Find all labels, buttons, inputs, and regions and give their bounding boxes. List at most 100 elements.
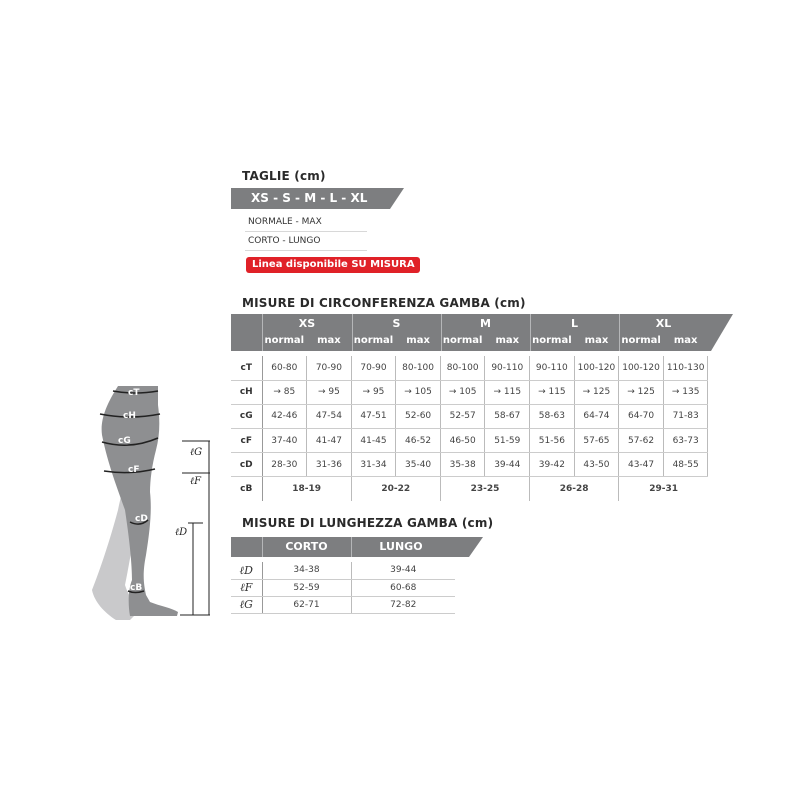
cell: 31-34 — [351, 452, 397, 478]
cell: 110-130 — [663, 356, 709, 381]
cell: → 115 — [484, 380, 531, 405]
row-label: ℓD — [231, 562, 263, 580]
cell: → 115 — [529, 380, 575, 405]
cell: 35-40 — [395, 452, 441, 478]
cell: 100-120 — [574, 356, 620, 381]
cell: 46-50 — [440, 428, 486, 454]
cell: 58-63 — [529, 404, 575, 430]
cell: 37-40 — [262, 428, 308, 454]
cell: → 135 — [663, 380, 709, 405]
col-lungo: LUNGO — [379, 540, 423, 553]
subcol-normal: normal — [532, 335, 572, 346]
cell: 47-51 — [351, 404, 397, 430]
row-label: cD — [231, 452, 263, 478]
cell: 62-71 — [262, 596, 352, 614]
cell: 80-100 — [395, 356, 441, 381]
custom-size-badge: Linea disponibile SU MISURA — [246, 257, 420, 273]
cell: 39-42 — [529, 452, 575, 478]
cell: 39-44 — [351, 562, 455, 580]
cell: 70-90 — [351, 356, 397, 381]
subcol-normal: normal — [353, 335, 394, 346]
cell: 41-45 — [351, 428, 397, 454]
cell: 23-25 — [440, 476, 531, 502]
sizes-banner: XS - S - M - L - XL — [231, 188, 404, 209]
length-table: ℓD 34-38 39-44 ℓF 52-59 60-68 ℓG 62-71 72-82 — [231, 562, 455, 614]
cell: → 95 — [306, 380, 352, 405]
circumference-table: cT 60-80 70-90 70-90 80-100 80-100 90-110 90-11… — [231, 356, 709, 502]
size-m: M — [480, 317, 491, 330]
cell: 46-52 — [395, 428, 441, 454]
table-row: ℓF 52-59 60-68 — [231, 579, 455, 597]
cell: 63-73 — [663, 428, 709, 454]
cell: → 105 — [395, 380, 441, 405]
subcol-max: max — [584, 335, 609, 346]
cell: 20-22 — [351, 476, 441, 502]
table-row: ℓG 62-71 72-82 — [231, 596, 455, 614]
cell: 39-44 — [484, 452, 531, 478]
row-label: cF — [231, 428, 263, 454]
cell: 60-80 — [262, 356, 308, 381]
subcol-max: max — [495, 335, 520, 346]
cell: → 105 — [440, 380, 486, 405]
label-lD: ℓD — [175, 527, 187, 538]
table-row: cD 28-30 31-36 31-34 35-40 35-38 39-44 39-42 43-… — [231, 452, 709, 478]
circumference-header: XS S M L XL normal max normal max normal max n… — [231, 314, 733, 351]
cell: 70-90 — [306, 356, 352, 381]
label-cH: cH — [123, 411, 136, 421]
cell: → 125 — [574, 380, 620, 405]
subcol-normal: normal — [442, 335, 483, 346]
cell: 52-60 — [395, 404, 441, 430]
table-row: cG 42-46 47-54 47-51 52-60 52-57 58-67 58-63 64-… — [231, 404, 709, 430]
table-row: cB 18-19 20-22 23-25 26-28 29-31 — [231, 476, 708, 502]
cell: 80-100 — [440, 356, 486, 381]
option-short-long: CORTO - LUNGO — [245, 231, 367, 251]
circumference-title: MISURE DI CIRCONFERENZA GAMBA (cm) — [242, 296, 526, 310]
row-label: ℓF — [231, 579, 263, 597]
cell: 31-36 — [306, 452, 352, 478]
label-cD: cD — [135, 514, 148, 524]
row-label: cB — [231, 476, 263, 502]
cell: 57-65 — [574, 428, 620, 454]
subcol-max: max — [317, 335, 341, 346]
size-s: S — [392, 317, 401, 330]
length-header: CORTO LUNGO — [231, 537, 483, 557]
cell: 26-28 — [529, 476, 620, 502]
front-leg — [101, 386, 178, 616]
cell: → 95 — [351, 380, 397, 405]
subcol-max: max — [673, 335, 698, 346]
col-corto: CORTO — [285, 540, 328, 553]
cell: 90-110 — [529, 356, 575, 381]
label-cB: cB — [130, 583, 142, 593]
cell: 52-59 — [262, 579, 352, 597]
table-row: cF 37-40 41-47 41-45 46-52 46-50 51-59 51-56 57-… — [231, 428, 709, 454]
cell: 51-56 — [529, 428, 575, 454]
table-row: ℓD 34-38 39-44 — [231, 562, 455, 580]
subcol-max: max — [406, 335, 430, 346]
cell: 41-47 — [306, 428, 352, 454]
row-label: cH — [231, 380, 263, 405]
row-label: cG — [231, 404, 263, 430]
cell: 29-31 — [649, 484, 678, 495]
length-title: MISURE DI LUNGHEZZA GAMBA (cm) — [242, 516, 494, 530]
cell: 90-110 — [484, 356, 531, 381]
cell: 64-74 — [574, 404, 620, 430]
label-cT: cT — [128, 388, 140, 398]
table-row: cT 60-80 70-90 70-90 80-100 80-100 90-110 90-11… — [231, 356, 709, 381]
cell: 71-83 — [663, 404, 709, 430]
table-row: cH → 85 → 95 → 95 → 105 → 105 → 115 → 115 → 125 →… — [231, 380, 709, 405]
cell: 43-47 — [618, 452, 664, 478]
cell: 57-62 — [618, 428, 664, 454]
cell: 72-82 — [351, 596, 455, 614]
leg-diagram: cT cH cG cF cD cB ℓG ℓF ℓD — [92, 386, 210, 620]
sizes-title: TAGLIE (cm) — [242, 169, 326, 183]
option-normal-max: NORMALE - MAX — [245, 212, 367, 232]
label-lF: ℓF — [190, 476, 202, 487]
cell: 35-38 — [440, 452, 486, 478]
subcol-normal: normal — [621, 335, 661, 346]
cell: 60-68 — [351, 579, 455, 597]
cell: 47-54 — [306, 404, 352, 430]
label-cG: cG — [118, 436, 131, 446]
cell: 18-19 — [262, 476, 352, 502]
cell: 64-70 — [618, 404, 664, 430]
cell: 52-57 — [440, 404, 486, 430]
